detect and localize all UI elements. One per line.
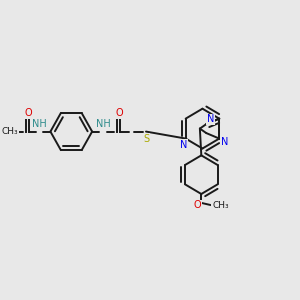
Text: O: O	[25, 108, 32, 118]
Text: N: N	[221, 136, 228, 146]
Text: CH₃: CH₃	[2, 127, 18, 136]
Text: O: O	[193, 200, 201, 210]
Text: NH: NH	[32, 119, 47, 129]
Text: CH₃: CH₃	[212, 201, 229, 210]
Text: S: S	[143, 134, 149, 144]
Text: N: N	[180, 140, 187, 150]
Text: O: O	[116, 108, 123, 118]
Text: NH: NH	[96, 119, 110, 129]
Text: N: N	[207, 114, 214, 124]
